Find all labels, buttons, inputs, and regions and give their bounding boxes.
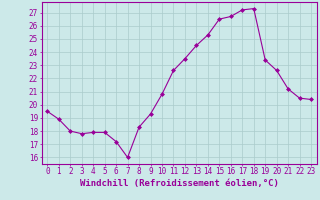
X-axis label: Windchill (Refroidissement éolien,°C): Windchill (Refroidissement éolien,°C) <box>80 179 279 188</box>
